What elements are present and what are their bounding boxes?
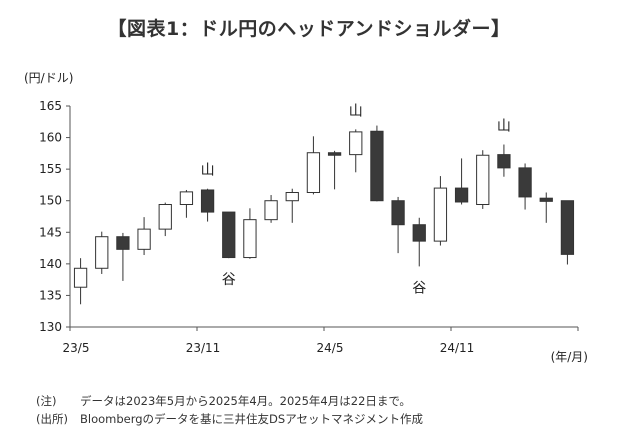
candle-body-up (349, 131, 363, 156)
x-tick-label: 23/5 (63, 341, 90, 355)
y-tick-label: 160 (39, 131, 62, 145)
candle-body-up (264, 200, 278, 221)
y-tick-label: 130 (39, 320, 62, 334)
y-tick-label: 150 (39, 194, 62, 208)
y-unit-label: (円/ドル) (24, 71, 73, 85)
candle-body-up (433, 187, 448, 242)
candle-body-down (391, 200, 405, 226)
candle-body-down (412, 224, 426, 242)
chart-annotation: 山 (497, 119, 511, 135)
candle-body-down (116, 236, 130, 250)
x-tick-label: 24/11 (440, 341, 475, 355)
chart-annotation: 谷 (412, 280, 426, 296)
footnote-note-text: データは2023年5月から2025年4月。2025年4月は22日まで。 (80, 394, 411, 408)
candle-body-up (137, 228, 151, 250)
y-tick-label: 155 (39, 162, 62, 176)
y-tick-label: 140 (39, 257, 62, 271)
candle-body-up (285, 192, 299, 202)
footnote-source-tag: (出所) (36, 412, 68, 426)
candle-body-down (518, 167, 532, 198)
chart-annotation: 山 (349, 103, 363, 119)
y-tick-label: 145 (39, 225, 62, 239)
candle-body-up (179, 191, 194, 206)
chart-annotation: 谷 (222, 272, 236, 288)
x-tick-label: 24/5 (317, 341, 344, 355)
candle-body-up (158, 204, 172, 230)
candle-body-down (539, 197, 553, 202)
footnote-note: (注) データは2023年5月から2025年4月。2025年4月は22日まで。 (36, 393, 411, 409)
candle-body-down (370, 130, 384, 202)
candle-body-up (73, 267, 88, 288)
chart-title: 【図表1：ドル円のヘッドアンドショルダー】 (107, 18, 511, 40)
candle-body-up (476, 154, 490, 206)
x-tick-label: 23/11 (186, 341, 221, 355)
footnote-note-tag: (注) (36, 394, 57, 408)
candle-body-down (497, 154, 511, 169)
candle-body-down (200, 189, 215, 213)
y-tick-label: 135 (39, 288, 62, 302)
candle-body-up (95, 236, 109, 269)
x-unit-label: (年/月) (551, 350, 588, 364)
candle-body-down (222, 211, 236, 259)
candle-body-up (306, 152, 321, 194)
candle-body-down (454, 187, 469, 203)
y-tick-label: 165 (39, 99, 62, 113)
chart-annotation: 山 (201, 163, 215, 179)
candle-body-down (560, 200, 575, 255)
candle-body-up (243, 219, 257, 259)
footnote-source-text: Bloombergのデータを基に三井住友DSアセットマネジメント作成 (80, 412, 423, 426)
footnote-source: (出所) Bloombergのデータを基に三井住友DSアセットマネジメント作成 (36, 411, 423, 427)
candle-body-down (327, 152, 342, 156)
